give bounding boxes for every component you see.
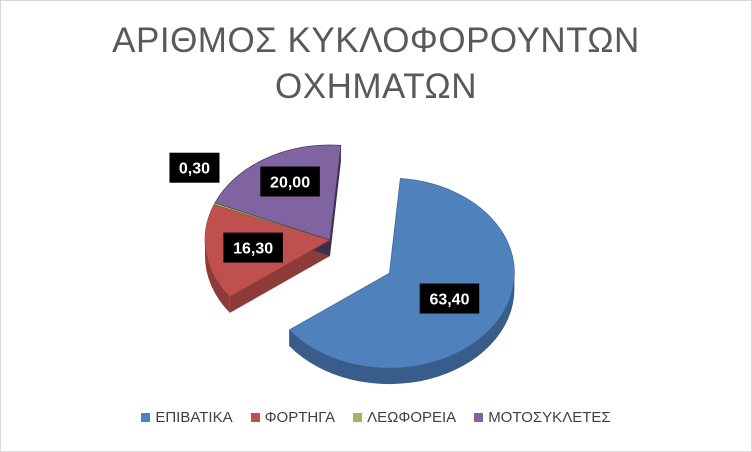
- data-label-λεωφορεια: 0,30: [169, 152, 220, 183]
- legend-label: ΦΟΡΤΗΓΑ: [264, 409, 336, 426]
- pie-slice-side-επιβατικα: [289, 273, 515, 385]
- pie-data-labels: 63,40 16,30 0,30 20,00: [169, 152, 480, 314]
- legend-swatch: [141, 413, 151, 422]
- data-label-text: 20,00: [270, 175, 310, 192]
- pie-slice-επιβατικα: [288, 178, 515, 369]
- legend-swatch: [353, 413, 363, 422]
- legend-label: ΛΕΩΦΟΡΕΙΑ: [367, 409, 457, 426]
- chart-title-line-2: ΟΧΗΜΑΤΩΝ: [275, 67, 477, 106]
- pie-slice-edge-μοτοσυκλετες: [330, 145, 341, 256]
- legend-item-λεωφορεια: ΛΕΩΦΟΡΕΙΑ: [353, 409, 456, 426]
- pie-slice-edge-φορτηγα: [229, 240, 330, 313]
- data-label-box: [223, 232, 283, 263]
- data-label-text: 63,40: [429, 292, 469, 309]
- data-label-μοτοσυκλετες: 20,00: [260, 166, 320, 197]
- data-label-box: [169, 152, 220, 183]
- data-label-box: [419, 283, 480, 314]
- legend-item-φορτηγα: ΦΟΡΤΗΓΑ: [250, 409, 336, 426]
- legend-swatch: [250, 413, 260, 422]
- legend-swatch: [474, 413, 484, 422]
- chart-title: ΑΡΙΘΜΟΣ ΚΥΚΛΟΦΟΡΟΥΝΤΩΝ ΟΧΗΜΑΤΩΝ: [0, 18, 752, 110]
- data-label-επιβατικα: 63,40: [419, 283, 480, 314]
- data-label-box: [260, 166, 320, 197]
- data-label-φορτηγα: 16,30: [223, 232, 283, 263]
- legend-item-μοτοσυκλετες: ΜΟΤΟΣΥΚΛΕΤΕΣ: [474, 409, 611, 426]
- legend-item-επιβατικα: ΕΠΙΒΑΤΙΚΑ: [141, 409, 233, 426]
- legend-label: ΜΟΤΟΣΥΚΛΕΤΕΣ: [488, 409, 611, 426]
- data-label-text: 0,30: [179, 161, 210, 178]
- legend-label: ΕΠΙΒΑΤΙΚΑ: [155, 409, 233, 426]
- chart-title-line-1: ΑΡΙΘΜΟΣ ΚΥΚΛΟΦΟΡΟΥΝΤΩΝ: [112, 21, 640, 60]
- pie-slice-side-φορτηγα: [205, 240, 230, 313]
- chart-legend: ΕΠΙΒΑΤΙΚΑ ΦΟΡΤΗΓΑ ΛΕΩΦΟΡΕΙΑ ΜΟΤΟΣΥΚΛΕΤΕΣ: [0, 409, 752, 426]
- data-label-text: 16,30: [233, 241, 273, 258]
